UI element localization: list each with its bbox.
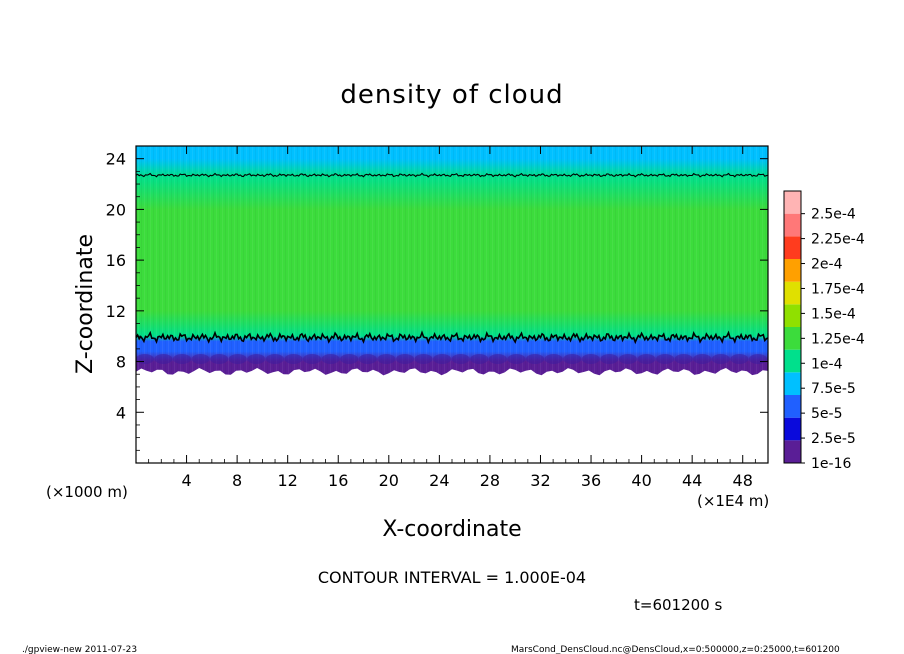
colorbar-label: 2.5e-5 [811, 431, 856, 447]
contour-line [135, 172, 769, 178]
y-axis-label: Z-coordinate [73, 234, 98, 374]
density-lobe [265, 354, 284, 365]
density-lobe [618, 354, 637, 365]
density-lobe [637, 354, 656, 365]
x-tick-label: 20 [379, 471, 399, 490]
x-scale-note: (×1E4 m) [697, 492, 769, 510]
colorbar-segment [784, 349, 801, 373]
x-tick-label: 12 [278, 471, 298, 490]
density-lobe [563, 354, 582, 365]
density-lobe [433, 354, 452, 365]
density-lobe [674, 354, 693, 365]
density-lobe [358, 354, 377, 365]
colorbar-segment [784, 259, 801, 282]
footer-program: ./gpview-new 2011-07-23 [22, 645, 137, 654]
colorbar-segment [784, 440, 801, 463]
x-tick-label: 44 [682, 471, 702, 490]
density-lobe [600, 354, 619, 365]
colorbar-label: 1.5e-4 [811, 306, 856, 322]
y-tick-label: 20 [106, 200, 126, 219]
colorbar: 1e-16 2.5e-5 5e-5 7.5e-5 1e-4 1.25e-4 1.5e-4 1.… [783, 190, 865, 472]
density-lobe [414, 354, 433, 365]
x-tick-label: 8 [232, 471, 242, 490]
y-tick-label: 12 [106, 302, 126, 321]
density-lobe [488, 354, 507, 365]
colorbar-segment [784, 236, 801, 259]
x-tick-label: 40 [631, 471, 651, 490]
density-lobe [191, 354, 210, 365]
density-lobe [173, 354, 192, 365]
colorbar-label: 2.5e-4 [811, 207, 856, 223]
density-lobe [693, 354, 712, 365]
density-lobe [544, 354, 563, 365]
y-tick-label: 8 [116, 353, 126, 372]
colorbar-frame [783, 190, 802, 464]
density-lobe [507, 354, 526, 365]
y-axis: 4 8 12 16 20 24 [106, 150, 768, 451]
x-tick-label: 4 [181, 471, 191, 490]
density-lobe [395, 354, 414, 365]
x-tick-label: 24 [429, 471, 449, 490]
x-tick-label: 36 [581, 471, 601, 490]
colorbar-label: 7.5e-5 [811, 381, 856, 397]
contour-line [135, 330, 769, 345]
colorbar-label: 2.25e-4 [811, 232, 865, 248]
density-lobe [154, 354, 173, 365]
density-lobe [377, 354, 396, 365]
colorbar-label: 1.75e-4 [811, 281, 865, 297]
plot-area [135, 145, 769, 464]
colorbar-segment [784, 327, 801, 350]
density-lobe [321, 354, 340, 365]
x-tick-label: 16 [328, 471, 348, 490]
density-lobe [135, 354, 154, 365]
density-lobe [656, 354, 675, 365]
y-tick-label: 24 [106, 150, 126, 169]
density-lobe [303, 354, 322, 365]
density-lobe [247, 354, 266, 365]
x-tick-label: 28 [480, 471, 500, 490]
y-tick-label: 4 [116, 403, 126, 422]
colorbar-segment [784, 417, 801, 441]
cloud-streak-texture [136, 146, 768, 376]
colorbar-segment [784, 372, 801, 395]
colorbar-segment [784, 304, 801, 327]
x-tick-label: 48 [733, 471, 753, 490]
density-lobe [451, 354, 470, 365]
x-axis: 4 8 12 16 20 24 28 32 36 40 44 48 [148, 146, 756, 490]
colorbar-label: 5e-5 [811, 406, 842, 422]
colorbar-segment [784, 213, 801, 237]
density-lobe [581, 354, 600, 365]
density-lobe [749, 354, 768, 365]
colorbar-label: 1e-4 [811, 356, 843, 372]
footer-source: MarsCond_DensCloud.nc@DensCloud,x=0:5000… [511, 645, 840, 654]
contour-interval-label: CONTOUR INTERVAL = 1.000E-04 [318, 568, 586, 587]
density-lobe [340, 354, 359, 365]
colorbar-segment [784, 191, 801, 214]
density-lobe [470, 354, 489, 365]
density-lobe [711, 354, 730, 365]
colorbar-label: 1e-16 [811, 456, 851, 472]
density-lobe [526, 354, 545, 365]
x-axis-label: X-coordinate [382, 517, 521, 542]
colorbar-label: 2e-4 [811, 257, 843, 273]
density-lobe [210, 354, 229, 365]
x-tick-label: 32 [530, 471, 550, 490]
density-lobe [284, 354, 303, 365]
colorbar-segment [784, 395, 801, 418]
chart-title: density of cloud [340, 80, 563, 110]
colorbar-label: 1.25e-4 [811, 331, 865, 347]
time-label: t=601200 s [634, 596, 722, 614]
colorbar-segment [784, 281, 801, 305]
density-lobe [730, 354, 749, 365]
x-unit-label: (×1000 m) [46, 483, 128, 501]
density-lobe [228, 354, 247, 365]
y-tick-label: 16 [106, 251, 126, 270]
